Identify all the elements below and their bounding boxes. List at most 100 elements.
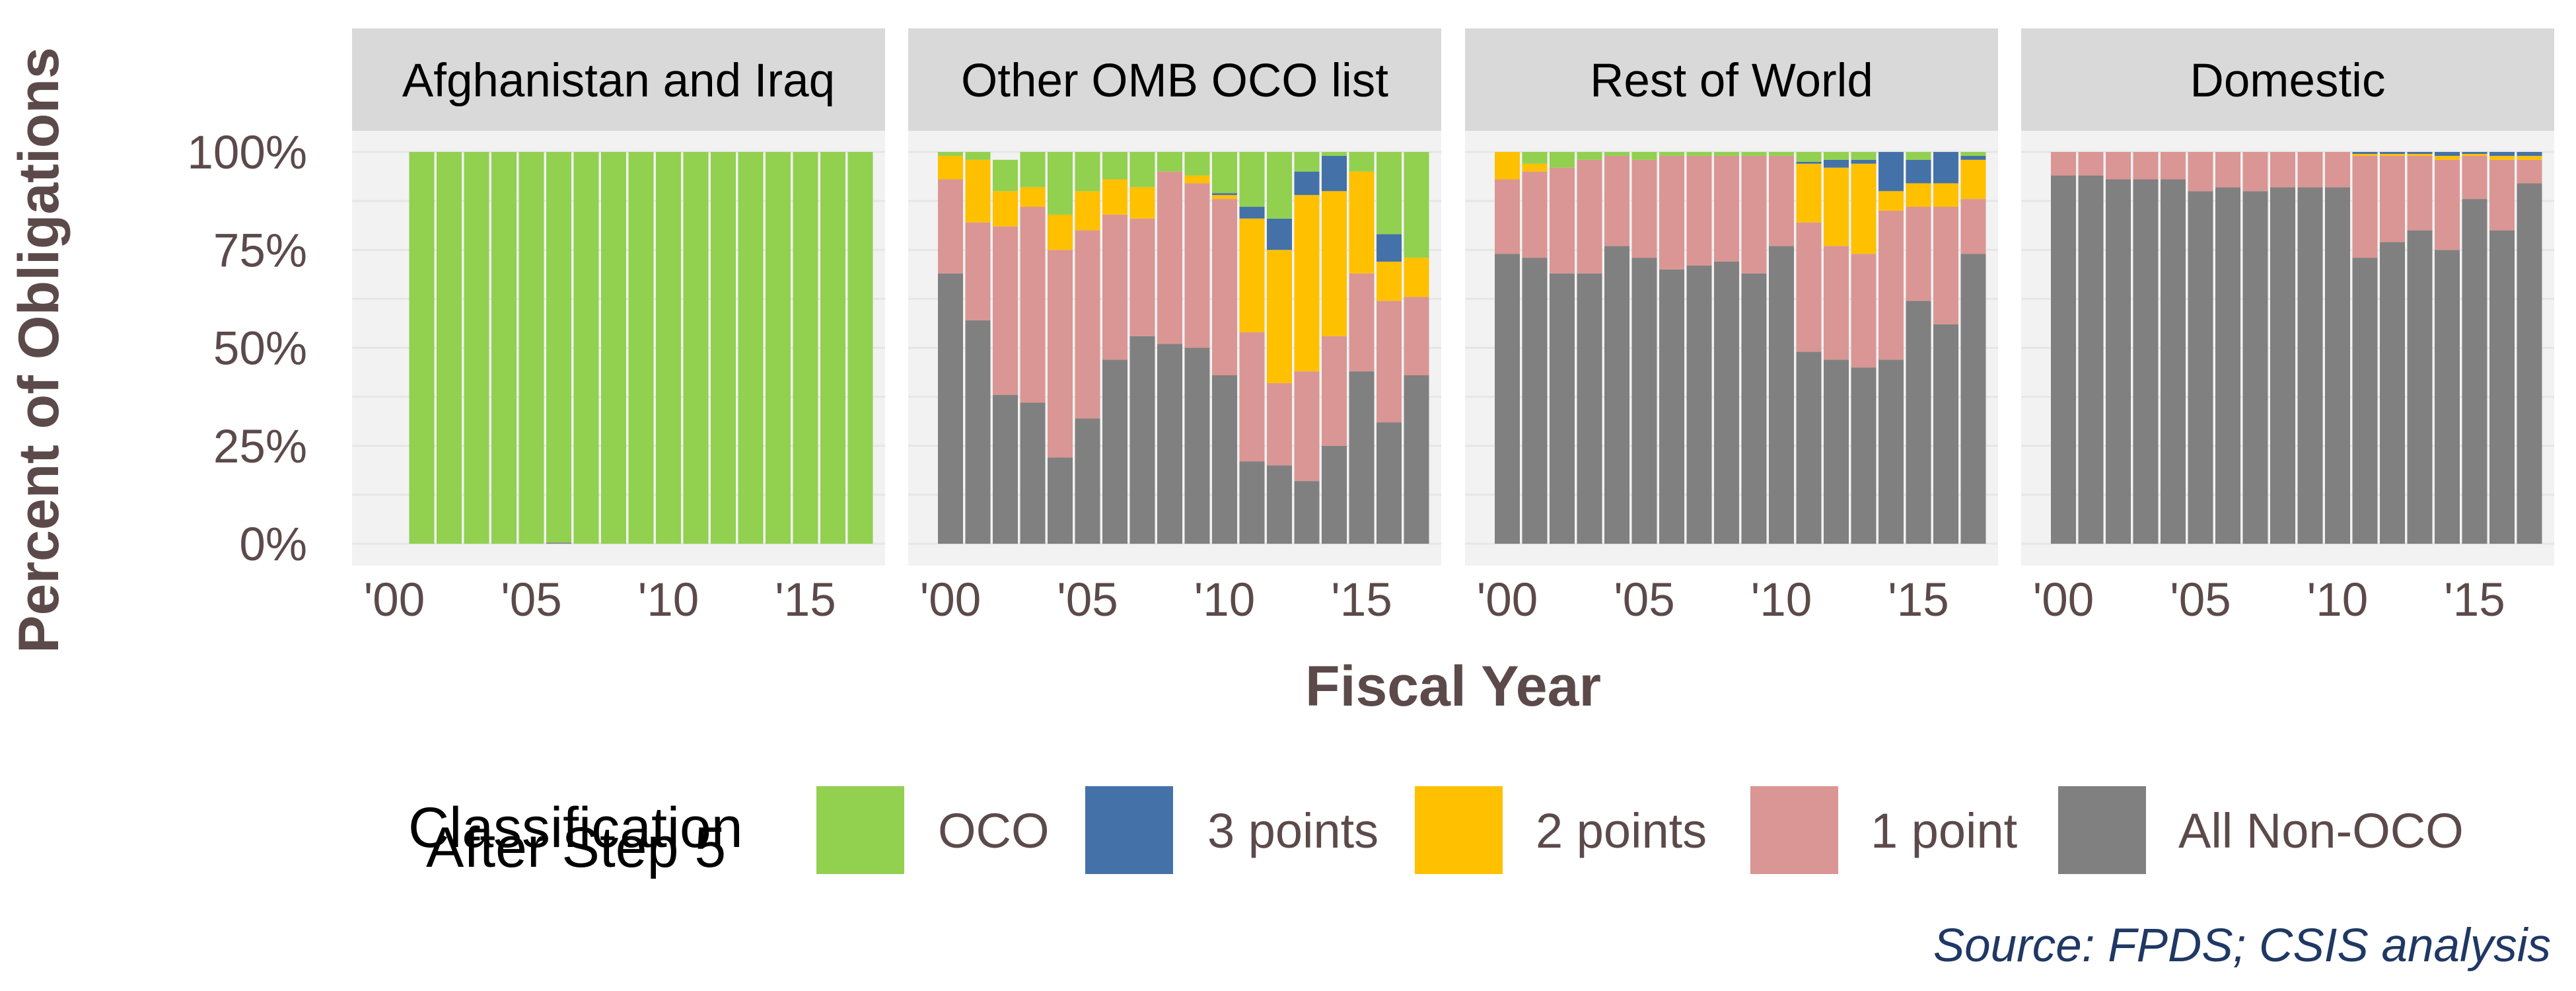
bar-segment (2188, 191, 2213, 544)
bar-segment (1604, 155, 1629, 246)
bar-segment (993, 394, 1018, 544)
bar-segment (938, 155, 963, 180)
bar-segment (1048, 457, 1073, 544)
bar-segment (1102, 152, 1127, 180)
facet-panel-3: Rest of World '00 '05 '10 '15 (1465, 28, 1998, 626)
bar-segment (1522, 163, 1548, 172)
bar-segment (1075, 152, 1100, 192)
x-axis-title: Fiscal Year (1305, 655, 1601, 718)
bar-segment (1377, 152, 1402, 235)
bar-segment (2106, 179, 2131, 544)
bar-segment (1686, 152, 1712, 156)
bar-segment (738, 152, 764, 544)
bar-segment (2161, 179, 2186, 544)
facet-title: Other OMB OCO list (961, 55, 1388, 107)
bar-segment (1796, 351, 1822, 544)
bar-segment (1631, 152, 1657, 160)
bar-segment (2407, 230, 2433, 544)
bar-segment (1239, 207, 1265, 219)
bar-segment (1377, 301, 1402, 423)
bar-segment (1129, 152, 1155, 188)
bar-segment (2407, 153, 2433, 156)
bar-segment (1212, 199, 1237, 376)
bar-segment (1495, 254, 1520, 544)
bar-segment (437, 152, 462, 544)
bar-segment (2078, 175, 2104, 544)
bar-segment (1377, 262, 1402, 301)
bar-segment (1851, 367, 1877, 544)
bar-segment (1878, 152, 1904, 192)
x-tick-label: '05 (1614, 574, 1675, 626)
bar-segment (1495, 179, 1520, 254)
bar-segment (1577, 152, 1602, 160)
bar-segment (573, 152, 599, 544)
bar-segment (1267, 152, 1292, 219)
bar-segment (2489, 159, 2515, 231)
bar-segment (1048, 250, 1073, 458)
bar-segment (1377, 422, 1402, 544)
facet-strip (908, 28, 1441, 131)
bar-segment (2215, 152, 2240, 188)
bar-segment (1522, 258, 1548, 544)
bar-segment (1294, 152, 1320, 172)
bar-segment (847, 152, 873, 544)
bar-segment (2352, 152, 2378, 154)
legend-key (1415, 786, 1503, 874)
x-tick-label: '10 (638, 574, 699, 626)
bar-segment (1522, 152, 1548, 164)
bar-segment (1824, 159, 1849, 168)
bar-segment (1239, 152, 1265, 207)
bar-segment (1824, 246, 1849, 360)
bar-segment (2435, 155, 2460, 160)
bar-segment (1212, 193, 1237, 196)
bar-segment (2297, 187, 2323, 544)
bar-segment (1020, 187, 1046, 207)
bar-segment (601, 152, 626, 544)
bar-segment (1267, 218, 1292, 250)
bar-segment (1349, 171, 1375, 274)
bar-segment (1404, 375, 1429, 544)
bar-segment (1878, 210, 1904, 360)
bar-segment (1267, 465, 1292, 544)
x-tick-label: '00 (2033, 574, 2094, 626)
bar-segment (820, 152, 845, 544)
bar-segment (1404, 152, 1429, 258)
y-axis: 0% 25% 50% 75% 100% (187, 127, 307, 571)
bar-segment (1906, 183, 1931, 207)
facet-panel-1: Afghanistan and Iraq '00 '05 '10 '15 (352, 28, 885, 626)
facet-strip (1465, 28, 1998, 131)
bars (409, 152, 873, 544)
x-tick-label: '10 (2307, 574, 2369, 626)
bar-segment (1960, 254, 1986, 544)
bar-segment (1349, 152, 1375, 172)
bar-segment (1212, 195, 1237, 200)
bar-segment (1769, 152, 1794, 156)
legend-title-line-1: Classification (408, 796, 743, 860)
bar-segment (1184, 152, 1210, 176)
bar-segment (766, 152, 791, 544)
bar-segment (1020, 402, 1046, 544)
bar-segment (1604, 152, 1629, 156)
bar-segment (1322, 152, 1347, 156)
y-tick-label: 25% (213, 421, 307, 473)
bar-segment (965, 159, 991, 223)
bar-segment (1933, 324, 1958, 544)
bar-segment (409, 152, 435, 544)
bar-segment (2297, 152, 2323, 188)
bar-segment (2380, 153, 2405, 156)
facet-title: Domestic (2190, 55, 2386, 107)
bar-segment (1851, 152, 1877, 160)
legend-key (816, 786, 904, 874)
legend-key (1085, 786, 1173, 874)
bar-segment (1686, 265, 1712, 544)
bar-segment (546, 152, 571, 543)
bar-segment (1075, 191, 1100, 231)
bar-segment (2517, 183, 2542, 544)
bar-segment (1577, 273, 1602, 544)
y-tick-label: 50% (213, 323, 307, 375)
bar-segment (1157, 171, 1182, 344)
bar-segment (1129, 218, 1155, 336)
bars (1495, 152, 1986, 544)
legend-key (1750, 786, 1838, 874)
bar-segment (1824, 167, 1849, 246)
